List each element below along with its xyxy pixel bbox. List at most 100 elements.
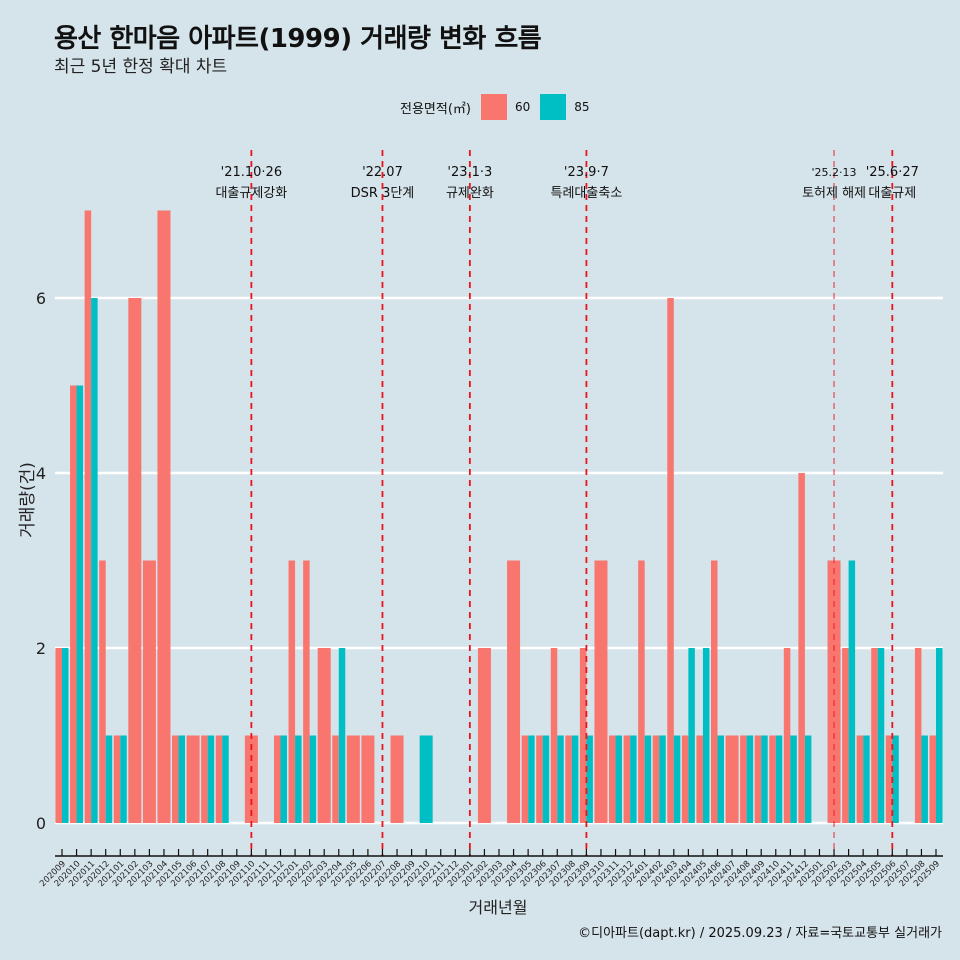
chart-subtitle: 최근 5년 한정 확대 차트 <box>54 57 228 77</box>
bar-60-202202 <box>303 560 310 823</box>
bar-60-202205 <box>346 735 360 823</box>
bar-60-202403 <box>667 298 674 823</box>
bar-60-202302 <box>477 648 491 823</box>
bar-85-202401 <box>644 735 652 823</box>
bar-60-202506 <box>885 735 893 823</box>
event-date-label: '23.9·7 <box>564 165 609 180</box>
legend: 전용면적(㎡) 60 85 <box>400 92 600 122</box>
bar-85-202307 <box>557 735 564 823</box>
event-label: DSR 3단계 <box>351 186 415 201</box>
event-lines: '21.10·26 대출규제강화 '22.07 DSR 3단계 '23.1·3 규제완화 '… <box>215 150 919 856</box>
bar-60-202412 <box>798 473 805 823</box>
bar-85-202201 <box>295 735 302 823</box>
bar-85-202010 <box>76 385 84 823</box>
legend-label-60: 60 <box>514 100 531 114</box>
bar-85-202011 <box>91 298 98 823</box>
bar-60-202105 <box>172 735 179 823</box>
bar-85-202403 <box>673 735 681 823</box>
y-axis-title: 거래량(건) <box>18 462 38 538</box>
bar-85-202410 <box>775 735 783 823</box>
bar-60-202009 <box>55 648 62 823</box>
x-axis: 2020092020102020112020122021012021022021… <box>38 849 943 889</box>
bar-85-202411 <box>790 735 797 823</box>
event-label: 대출규제강화 <box>215 186 287 201</box>
bar-60-202309 <box>579 648 587 823</box>
bar-60-202406 <box>711 560 718 823</box>
chart-title: 용산 한마음 아파트(1999) 거래량 변화 흐름 <box>54 24 542 54</box>
bar-60-202011 <box>84 210 92 823</box>
y-tick-label: 0 <box>36 814 46 833</box>
event-label: 대출규제 <box>868 186 916 201</box>
bar-60-202107 <box>201 735 208 823</box>
y-axis: 0 2 4 6 <box>36 289 46 833</box>
legend-key-85 <box>540 94 567 120</box>
bar-85-202412 <box>804 735 812 823</box>
bar-60-202308 <box>565 735 572 823</box>
bar-60-202102 <box>128 298 142 823</box>
bar-60-202503 <box>842 648 849 823</box>
bar-60-202203 <box>317 648 331 823</box>
bar-60-202509 <box>929 735 936 823</box>
x-axis-title: 거래년월 <box>469 898 528 917</box>
bar-60-202409 <box>754 735 762 823</box>
bar-60-202208 <box>390 735 404 823</box>
bar-60-202402 <box>652 735 660 823</box>
bar-85-202505 <box>877 648 885 823</box>
bar-85-202012 <box>105 735 113 823</box>
bar-60-202404 <box>681 735 689 823</box>
bar-85-202105 <box>178 735 186 823</box>
y-tick-label: 6 <box>36 289 46 308</box>
bar-60-202410 <box>769 735 776 823</box>
bar-60-202408 <box>740 735 747 823</box>
event-label: 토허제 해제 <box>802 186 866 201</box>
bar-85-202404 <box>688 648 695 823</box>
bar-60-202304 <box>507 560 521 823</box>
y-tick-label: 2 <box>36 639 46 658</box>
bar-60-202508 <box>914 648 922 823</box>
event-date-label: '21.10·26 <box>221 165 282 180</box>
bar-85-202504 <box>863 735 870 823</box>
bar-60-202504 <box>856 735 864 823</box>
bar-85-202009 <box>62 648 69 823</box>
bar-60-202310 <box>594 560 608 823</box>
bar-60-202305 <box>521 735 529 823</box>
bar-60-202204 <box>332 735 339 823</box>
bar-60-202505 <box>871 648 878 823</box>
bar-85-202312 <box>630 735 637 823</box>
bar-60-202201 <box>288 560 296 823</box>
bar-85-202202 <box>309 735 317 823</box>
bar-60-202206 <box>361 735 375 823</box>
bar-60-202012 <box>99 560 106 823</box>
bar-85-202107 <box>207 735 215 823</box>
bar-85-202309 <box>586 735 593 823</box>
bar-60-202311 <box>609 735 616 823</box>
bar-60-202401 <box>638 560 645 823</box>
bar-60-202104 <box>157 210 171 823</box>
bar-85-202308 <box>571 735 579 823</box>
bar-60-202405 <box>696 735 703 823</box>
source-caption: ©디아파트(dapt.kr) / 2025.09.23 / 자료=국토교통부 실… <box>578 926 942 941</box>
legend-key-60 <box>480 94 507 120</box>
bar-85-202210 <box>419 735 433 823</box>
bar-85-202306 <box>542 735 550 823</box>
bar-85-202305 <box>528 735 535 823</box>
legend-title: 전용면적(㎡) <box>400 101 471 117</box>
legend-label-85: 85 <box>574 100 590 114</box>
bar-85-202311 <box>615 735 623 823</box>
bar-85-202509 <box>936 648 943 823</box>
bar-85-202409 <box>761 735 768 823</box>
bar-60-202108 <box>215 735 223 823</box>
bar-85-202112 <box>280 735 287 823</box>
bar-60-202307 <box>550 648 558 823</box>
bar-85-202506 <box>892 735 899 823</box>
bar-60-202407 <box>725 735 739 823</box>
bar-60-202306 <box>536 735 543 823</box>
event-date-label: '22.07 <box>362 165 403 180</box>
bar-85-202406 <box>717 735 724 823</box>
bar-85-202408 <box>746 735 754 823</box>
event-label: 규제완화 <box>446 186 494 201</box>
event-date-label: '25.2·13 <box>812 166 857 179</box>
bar-60-202106 <box>186 735 200 823</box>
bar-85-202108 <box>222 735 229 823</box>
